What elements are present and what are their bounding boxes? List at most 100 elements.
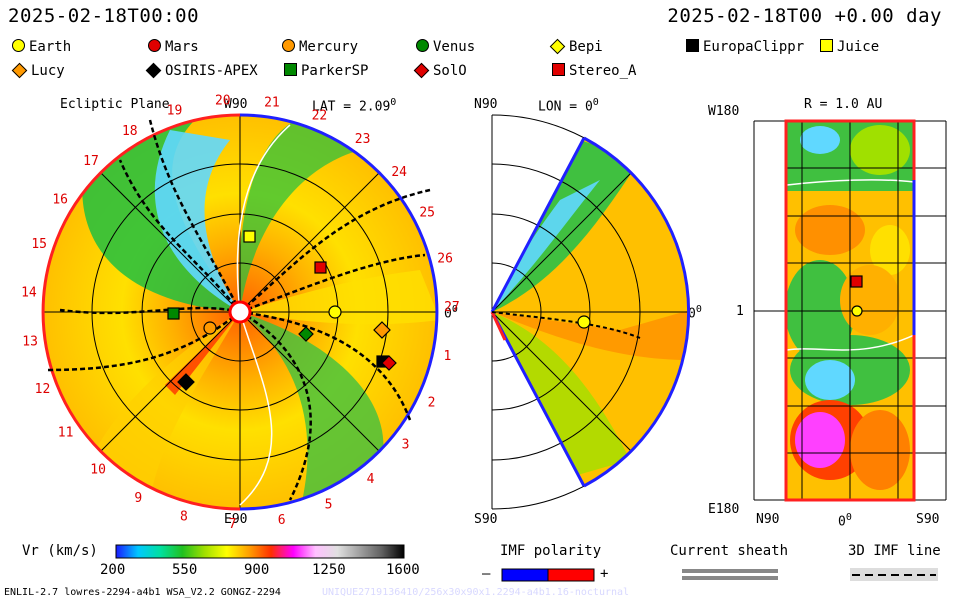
imf-polarity-minus: –	[482, 566, 491, 582]
europaclippr-marker-icon	[686, 39, 699, 52]
colorbar	[115, 544, 405, 559]
ecliptic-title: Ecliptic Plane	[60, 97, 170, 112]
carrington-tick-label: 2	[428, 396, 436, 411]
imf-polarity-positive	[547, 568, 595, 582]
carrington-tick-label: 22	[312, 108, 328, 123]
legend-earth: Earth	[12, 39, 71, 55]
carrington-tick-label: 13	[22, 335, 38, 350]
stereo-a-point	[314, 261, 327, 274]
legend-venus: Venus	[416, 39, 475, 55]
ecliptic-rim-positive	[41, 113, 241, 511]
timestamp-right: 2025-02-18T00 +0.00 day	[667, 5, 942, 27]
solo-point	[381, 355, 397, 371]
carrington-tick-label: 9	[134, 491, 142, 506]
radial-left-mid-label: 1	[736, 304, 744, 319]
colorbar-tick-1600: 1600	[386, 562, 420, 578]
legend-mars: Mars	[148, 39, 199, 55]
legend-stereo-a: Stereo_A	[552, 63, 636, 79]
carrington-tick-label: 8	[180, 510, 188, 525]
carrington-tick-label: 21	[264, 95, 280, 110]
meridional-rim	[583, 136, 691, 488]
meridional-earth-point	[577, 315, 591, 329]
current-sheath-bar-1	[682, 569, 778, 573]
parkersp-point	[167, 307, 180, 320]
juice-point	[243, 230, 256, 243]
radial-x-label-n90: N90	[756, 512, 780, 527]
mercury-point	[203, 321, 217, 335]
carrington-tick-label: 4	[367, 472, 375, 487]
carrington-tick-label: 17	[83, 154, 99, 169]
radial-bottom-label: E180	[708, 502, 740, 517]
carrington-tick-label: 15	[31, 237, 47, 252]
carrington-tick-label: 19	[167, 103, 183, 118]
meridional-imf-line	[491, 311, 641, 339]
footer-model-info: ENLIL-2.7 lowres-2294-a4b1 WSA_V2.2 GONG…	[4, 587, 281, 598]
stereo-a-marker-icon	[552, 63, 565, 76]
legend-solo: SolO	[413, 62, 467, 79]
carrington-tick-label: 14	[21, 285, 37, 300]
timestamp-left: 2025-02-18T00:00	[8, 5, 200, 27]
legend-bepi: Bepi	[549, 38, 603, 55]
colorbar-tick-200: 200	[100, 562, 126, 578]
venus-marker-icon	[416, 39, 429, 52]
ecliptic-right-label: 00	[444, 304, 458, 322]
imf-line-label: 3D IMF line	[848, 543, 941, 559]
radial-stereo-a-point	[850, 275, 863, 288]
lucy-point	[373, 321, 391, 339]
radial-earth-point	[851, 305, 863, 317]
meridional-edge-south	[490, 311, 586, 487]
carrington-tick-label: 25	[419, 206, 435, 221]
carrington-tick-label: 3	[402, 438, 410, 453]
meridional-right-label: 00	[688, 304, 702, 322]
meridional-bottom-label: S90	[474, 512, 498, 527]
colorbar-label: Vr (km/s)	[22, 543, 98, 559]
radial-grid	[753, 120, 947, 501]
radial-top-label: W180	[708, 104, 740, 119]
current-sheath-label: Current sheath	[670, 543, 789, 559]
carrington-tick-label: 27	[444, 300, 460, 315]
ecliptic-rim-negative	[239, 113, 439, 511]
imf-polarity-label: IMF polarity	[500, 543, 602, 559]
carrington-tick-label: 26	[437, 251, 453, 266]
carrington-tick-label: 16	[52, 193, 68, 208]
parkersp-marker-icon	[284, 63, 297, 76]
legend-parkersp: ParkerSP	[284, 63, 368, 79]
carrington-tick-label: 11	[58, 426, 74, 441]
carrington-tick-label: 18	[122, 124, 138, 139]
carrington-tick-label: 12	[35, 382, 51, 397]
colorbar-tick-900: 900	[244, 562, 270, 578]
legend-lucy: Lucy	[11, 62, 65, 79]
mars-marker-icon	[148, 39, 161, 52]
ecliptic-bodies	[167, 230, 397, 391]
earth-marker-icon	[12, 39, 25, 52]
colorbar-tick-1250: 1250	[312, 562, 346, 578]
legend-europaclippr: EuropaClippr	[686, 39, 804, 55]
carrington-tick-label: 20	[215, 94, 231, 109]
meridional-edge-north	[490, 137, 586, 313]
meridional-top-label: N90	[474, 97, 498, 112]
mercury-marker-icon	[282, 39, 295, 52]
carrington-tick-label: 1	[443, 349, 451, 364]
sun-marker	[228, 300, 252, 324]
carrington-tick-label: 5	[325, 498, 333, 513]
carrington-tick-label: 23	[355, 132, 371, 147]
meridional-lon-label: LON = 00	[538, 97, 599, 115]
carrington-tick-label: 6	[278, 513, 286, 528]
radial-r-label: R = 1.0 AU	[804, 97, 883, 112]
meridional-edge-red	[490, 311, 507, 341]
colorbar-tick-550: 550	[172, 562, 198, 578]
legend-juice: Juice	[820, 39, 879, 55]
legend-osiris-apex: OSIRIS-APEX	[145, 62, 258, 79]
ecliptic-lat-label: LAT = 2.090	[312, 97, 397, 115]
imf-lines	[44, 119, 431, 501]
footer-run-id: UNIQUE2719136410/256x30x90x1.2294-a4b1.1…	[322, 587, 630, 598]
ecliptic-top-label: W90	[224, 97, 248, 112]
imf-polarity-negative	[501, 568, 549, 582]
carrington-tick-label: 10	[90, 463, 106, 478]
venus-point	[298, 326, 314, 342]
current-sheath-bar-2	[682, 576, 778, 580]
current-sheet-lines	[236, 124, 291, 506]
legend-mercury: Mercury	[282, 39, 358, 55]
